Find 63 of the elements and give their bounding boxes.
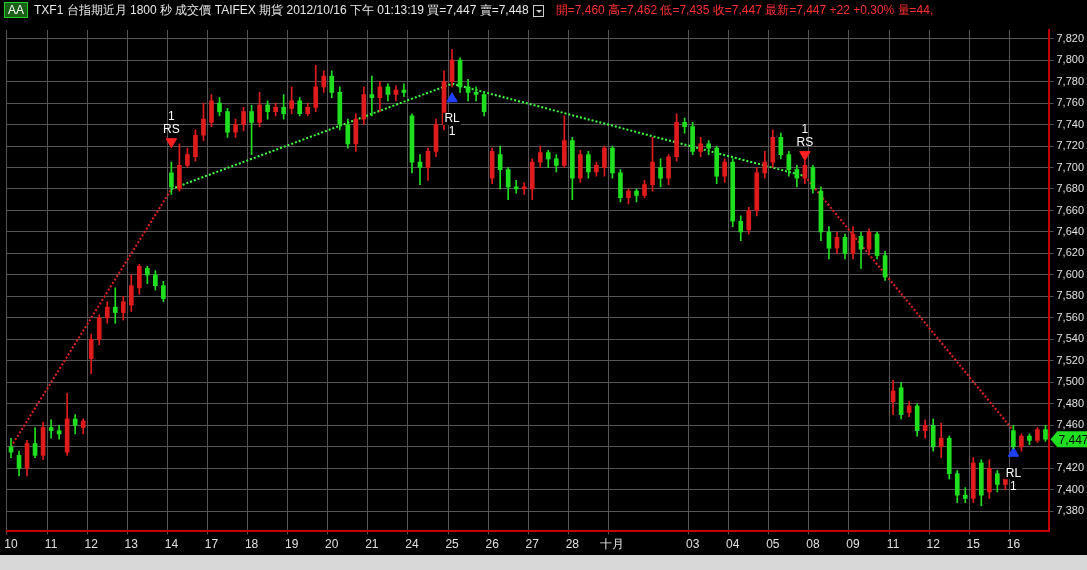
y-tick-label: 7,620	[1056, 246, 1084, 259]
y-tick-label: 7,540	[1056, 332, 1084, 345]
y-tick-label: 7,640	[1056, 224, 1084, 237]
point	[165, 138, 178, 149]
chart-subtitle: 開=7,460 高=7,462 低=7,435 收=7,447 最新=7,447 +22 +0.30% 量=44,	[555, 3, 934, 17]
x-tick-label: 20	[325, 537, 339, 552]
y-tick-label: 7,740	[1056, 117, 1084, 130]
text: AA	[4, 2, 29, 18]
x-tick-label: 16	[1006, 537, 1021, 552]
y-tick-label: 7,500	[1056, 375, 1084, 388]
y-tick-label: 7,580	[1056, 289, 1084, 302]
x-tick-label: 19	[285, 537, 299, 552]
text: 1 RS	[163, 109, 180, 137]
x-tick-label: 03	[685, 537, 700, 552]
candlestick	[112, 287, 118, 324]
point	[1007, 446, 1020, 457]
x-tick-label: 十月	[600, 537, 625, 552]
x-tick-label: 10	[4, 537, 18, 552]
x-tick-label: 09	[846, 537, 860, 552]
x-tick-label: 12	[926, 537, 941, 552]
x-tick-label: 18	[244, 537, 259, 552]
y-tick-label: 7,380	[1056, 504, 1084, 517]
x-tick-label: 08	[806, 537, 820, 552]
candlestick	[401, 83, 407, 97]
x-tick-label: 17	[204, 537, 219, 552]
x-tick-label: 25	[445, 537, 460, 552]
point	[799, 151, 811, 162]
y-tick-label: 7,680	[1056, 182, 1084, 195]
x-tick-label: 28	[565, 537, 580, 552]
y-tick-label: 7,700	[1056, 160, 1084, 173]
y-tick-label: 7,420	[1056, 461, 1084, 474]
chart-title: TXF1 台指期近月 1800 秒 成交價 TAIFEX 期貨 2012/10/16 下午 01:13:19 買=7,447 賣=7,448	[34, 3, 529, 17]
series-label: 1 RS	[796, 121, 814, 149]
y-tick-label: 7,560	[1056, 310, 1084, 323]
candlestick	[938, 422, 944, 458]
x-tick-label: 14	[164, 537, 179, 552]
y-tick-label: 7,820	[1056, 31, 1084, 44]
x-tick-label: 13	[124, 537, 139, 552]
text: RL 1	[1005, 465, 1022, 493]
y-tick-label: 7,780	[1056, 74, 1084, 87]
y-tick-label: 7,760	[1056, 96, 1084, 109]
x-tick-label: 05	[766, 537, 780, 552]
x-tick-label: 11	[44, 537, 58, 552]
candlestick	[473, 86, 479, 102]
x-tick-label: 26	[485, 537, 500, 552]
y-tick-label: 7,400	[1056, 482, 1084, 495]
y-tick-label: 7,600	[1056, 267, 1084, 280]
x-tick-label: 11	[886, 537, 900, 552]
x-tick-label: 12	[84, 537, 99, 552]
y-tick-label: 7,660	[1056, 203, 1084, 216]
series-label: RL 1	[444, 111, 461, 139]
y-tick-label: 7,720	[1056, 139, 1084, 152]
x-tick-label: 27	[525, 537, 540, 552]
y-tick-label: 7,800	[1056, 53, 1084, 66]
x-tick-label: 21	[365, 537, 379, 552]
y-tick-label: 7,520	[1056, 353, 1084, 366]
text: 7,447	[1058, 432, 1087, 447]
x-tick-label: 15	[966, 537, 981, 552]
y-tick-label: 7,460	[1056, 418, 1084, 431]
y-tick-label: 7,480	[1056, 396, 1084, 409]
candlestick	[962, 487, 968, 503]
x-tick-label: 04	[726, 537, 740, 552]
x-tick-label: 24	[405, 537, 419, 552]
